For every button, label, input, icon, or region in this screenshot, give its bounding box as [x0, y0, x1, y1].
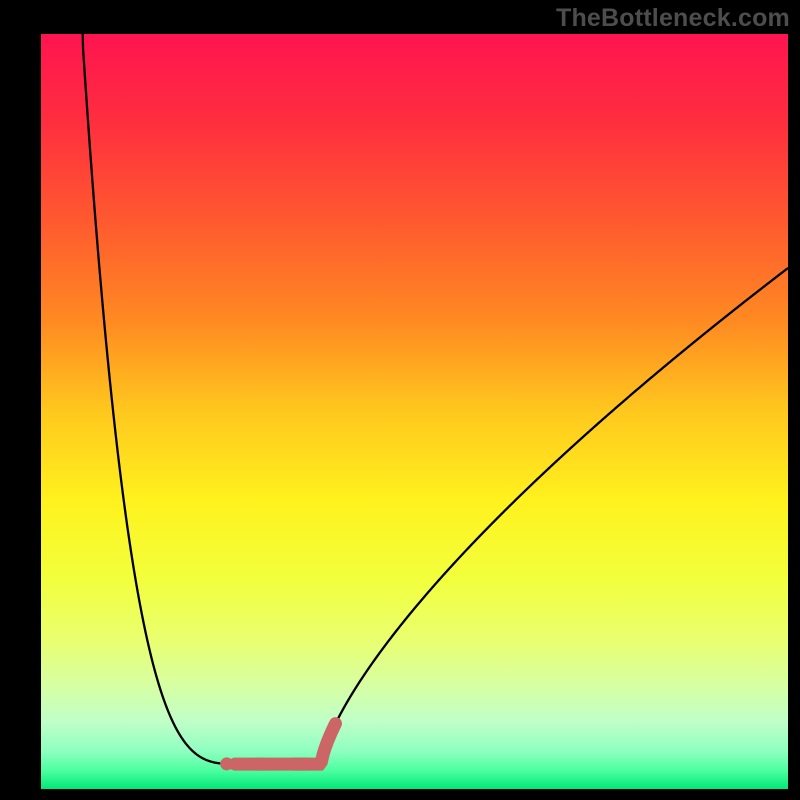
plot-background: [41, 34, 788, 789]
notch-extra-dot: [220, 757, 233, 770]
chart-stage: TheBottleneck.com: [0, 0, 800, 800]
bottleneck-chart: [0, 0, 800, 800]
watermark-text: TheBottleneck.com: [556, 4, 790, 33]
